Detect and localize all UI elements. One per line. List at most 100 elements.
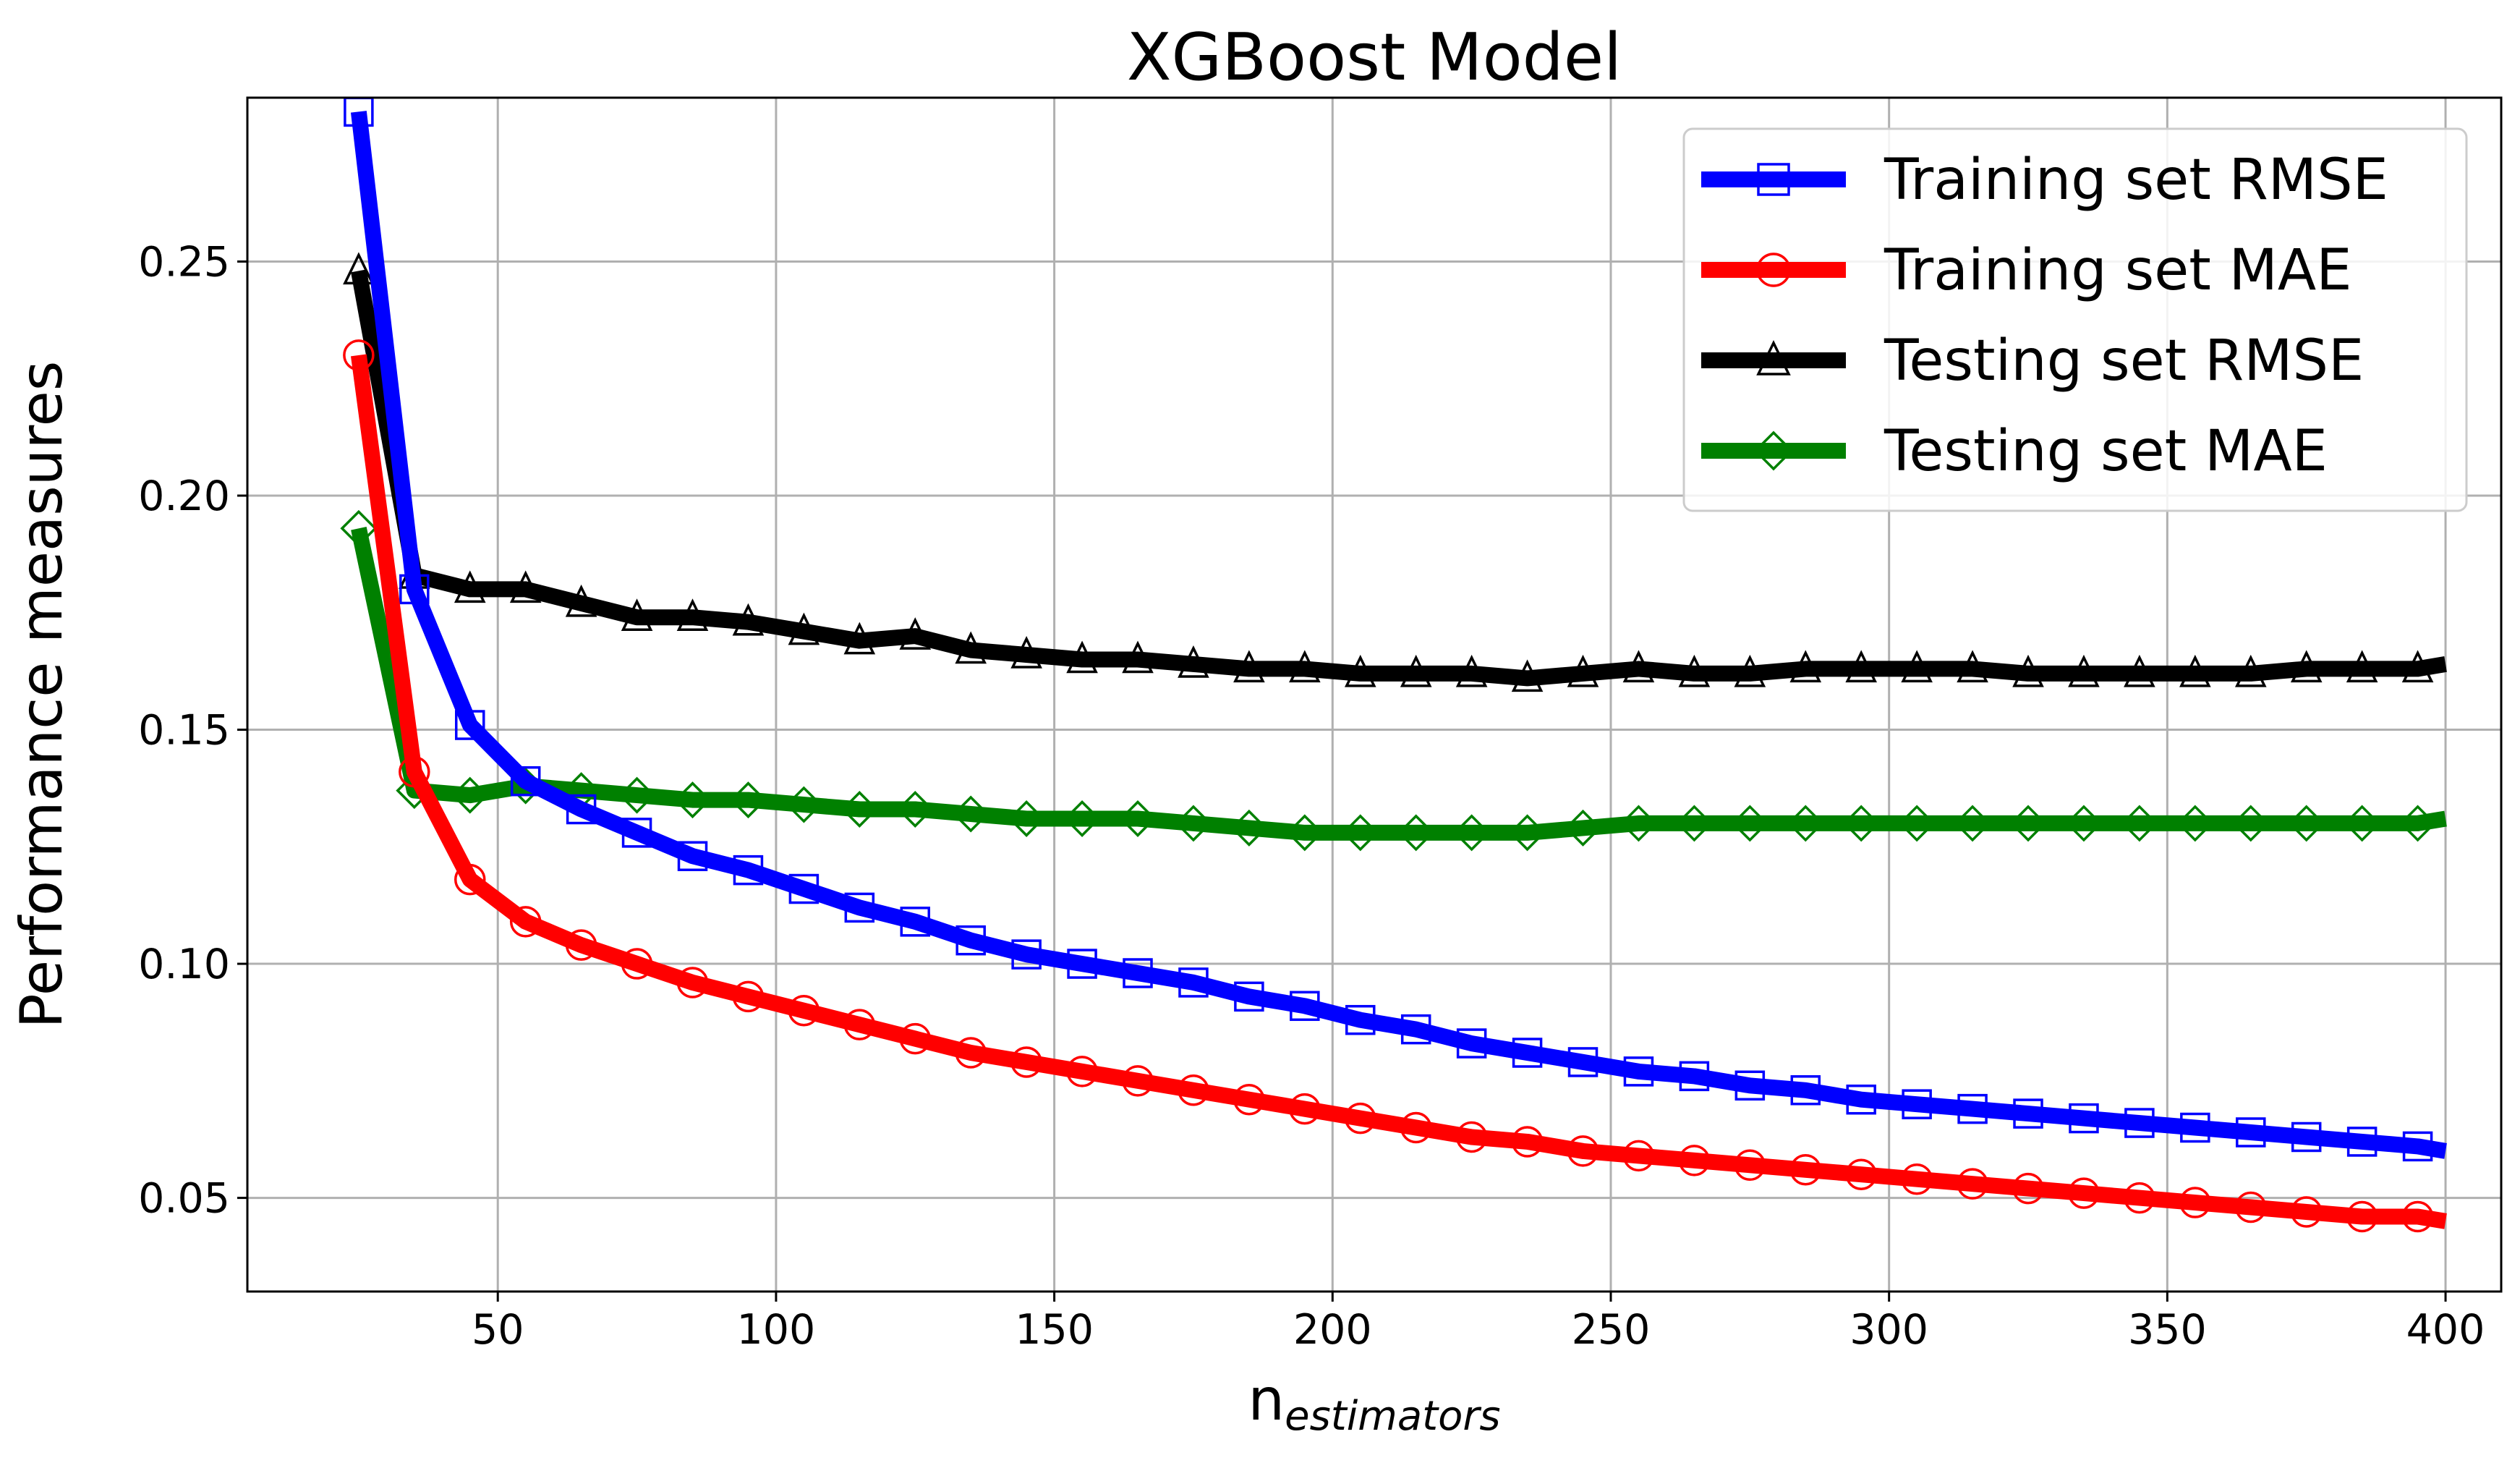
data-point: [1233, 1083, 1265, 1116]
data-point: [2290, 1196, 2323, 1228]
series-0: [344, 96, 2447, 1162]
data-point: [1290, 991, 1320, 1022]
y-tick-label: 0.25: [138, 238, 230, 286]
data-point: [2346, 650, 2378, 683]
data-point: [1790, 1075, 1821, 1106]
legend-marker: [1756, 340, 1791, 376]
data-point: [677, 841, 708, 871]
data-point: [1345, 1004, 1376, 1035]
data-point: [955, 925, 986, 956]
legend-box: [1682, 127, 2468, 512]
data-point: [844, 892, 875, 923]
legend-label: Testing set RMSE: [1883, 328, 2364, 394]
data-point: [2176, 805, 2214, 842]
data-point: [1400, 1014, 1431, 1045]
data-point: [896, 791, 934, 828]
data-point: [1067, 949, 1097, 979]
series-line: [351, 269, 2447, 687]
data-point: [2121, 805, 2158, 842]
legend: Training set RMSE Training set MAE Testing…: [1682, 127, 2468, 512]
data-point: [899, 617, 932, 650]
data-point: [2009, 805, 2047, 842]
data-point: [1063, 800, 1101, 837]
legend-label: Testing set MAE: [1883, 419, 2328, 484]
data-point: [733, 855, 764, 886]
data-point: [2179, 654, 2211, 687]
y-axis-title: Performance measures: [8, 361, 75, 1029]
data-point: [2402, 1131, 2433, 1162]
x-tick-label: 100: [737, 1306, 816, 1354]
data-point: [1008, 800, 1045, 837]
plot-frame: [246, 96, 2503, 1293]
data-point: [2013, 1098, 2043, 1129]
data-point: [1565, 809, 1601, 847]
data-point: [1123, 958, 1153, 988]
data-point: [840, 791, 878, 828]
data-point: [1286, 814, 1324, 852]
data-point: [1957, 1168, 1988, 1200]
data-point: [2236, 1117, 2266, 1148]
data-point: [952, 795, 989, 833]
data-point: [1456, 1028, 1487, 1059]
data-point: [1122, 1065, 1154, 1097]
data-point: [2124, 654, 2155, 687]
data-point: [1898, 805, 1936, 842]
chart-title: XGBoost Model: [1127, 20, 1622, 96]
data-point: [1122, 640, 1154, 674]
data-point: [1175, 805, 1212, 842]
data-point: [1787, 805, 1824, 842]
x-axis-title: nestimators: [1248, 1366, 1500, 1440]
series-1: [343, 339, 2447, 1233]
data-point: [1178, 1074, 1209, 1106]
data-point: [343, 339, 375, 371]
data-point: [1734, 654, 1766, 687]
data-point: [1397, 814, 1435, 852]
data-point: [2346, 1127, 2378, 1157]
data-point: [509, 570, 542, 603]
data-point: [509, 906, 542, 938]
data-point: [399, 756, 430, 788]
data-point: [1954, 805, 1991, 842]
data-point: [618, 776, 656, 814]
legend-label: Training set MAE: [1883, 238, 2352, 303]
data-point: [2235, 1191, 2267, 1224]
data-point: [1455, 1121, 1488, 1153]
data-point: [1455, 654, 1488, 687]
data-point: [676, 598, 709, 631]
data-point: [843, 622, 876, 655]
data-point: [1509, 814, 1546, 852]
data-point: [2346, 1200, 2378, 1233]
data-point: [451, 776, 489, 814]
legend-item: Training set RMSE: [1701, 148, 2388, 213]
data-point: [1902, 1089, 1932, 1119]
data-point: [1678, 654, 1711, 687]
data-point: [2234, 654, 2267, 687]
legend-label: Training set RMSE: [1883, 148, 2388, 213]
y-tick-label: 0.10: [138, 941, 230, 988]
data-point: [1734, 1149, 1766, 1182]
data-point: [1567, 1135, 1599, 1167]
data-point: [2180, 1112, 2210, 1143]
data-point: [2232, 805, 2270, 842]
data-point: [621, 948, 653, 980]
data-point: [1345, 1102, 1376, 1135]
data-point: [1289, 1093, 1321, 1125]
data-point: [2068, 1177, 2100, 1209]
legend-item: Training set MAE: [1701, 238, 2352, 303]
data-point: [1678, 1145, 1711, 1176]
legend-item: Testing set RMSE: [1701, 328, 2364, 394]
data-point: [1344, 654, 1376, 687]
data-point: [732, 603, 765, 636]
legend-marker: [1753, 431, 1794, 471]
data-point: [2068, 654, 2100, 687]
data-point: [1234, 981, 1264, 1012]
y-tick-label: 0.15: [138, 707, 230, 755]
data-point: [1400, 654, 1432, 687]
data-point: [454, 570, 486, 603]
data-point: [899, 1022, 932, 1055]
series-line: [351, 527, 2447, 841]
y-tick-label: 0.05: [138, 1175, 230, 1223]
data-point: [843, 1009, 876, 1040]
data-point: [1511, 1126, 1544, 1158]
data-point: [1233, 650, 1265, 683]
